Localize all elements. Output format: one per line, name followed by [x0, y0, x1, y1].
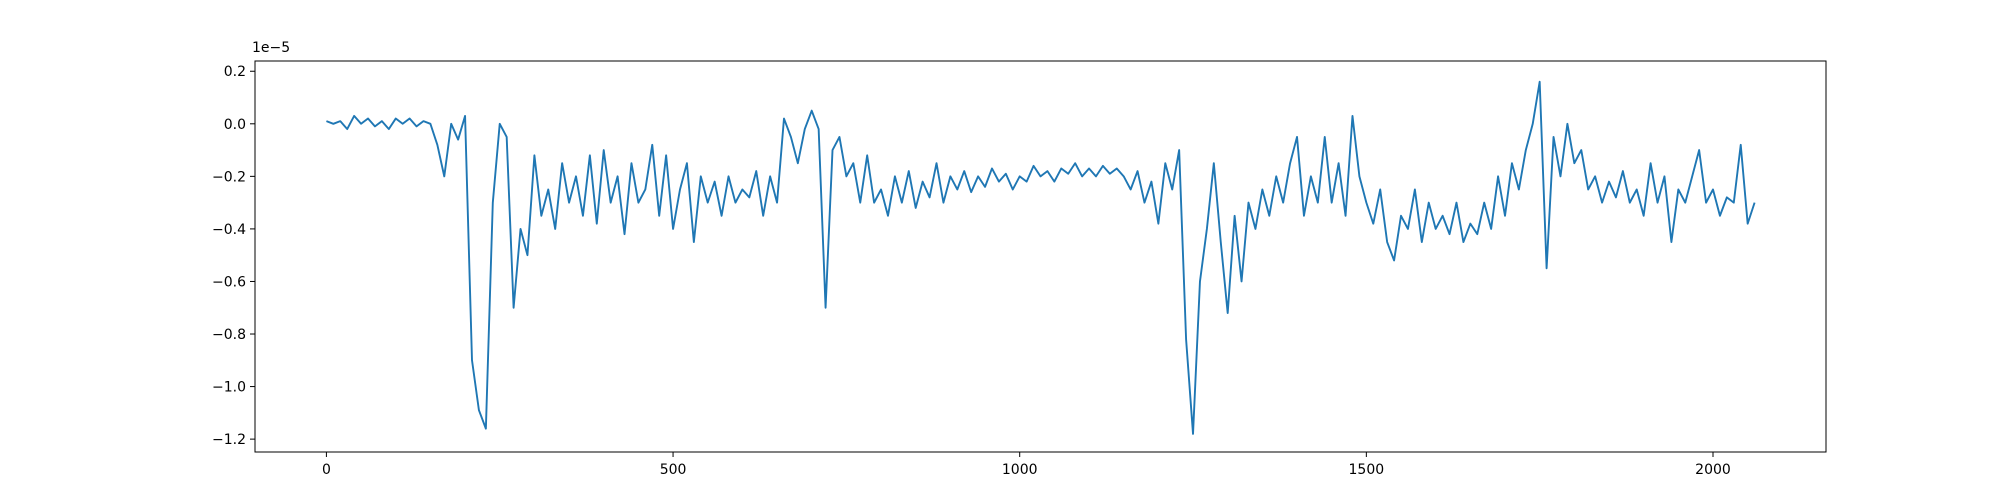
- y-tick-label: −0.2: [212, 169, 246, 185]
- y-tick-label: −0.8: [212, 327, 246, 343]
- x-tick-label: 0: [322, 462, 331, 478]
- y-tick-label: −1.0: [212, 380, 246, 396]
- plot-frame: [254, 60, 1827, 453]
- data-line: [326, 80, 1756, 435]
- x-tick-label: 1000: [1002, 462, 1038, 478]
- y-tick-label: 0.2: [224, 64, 246, 80]
- x-tick-label: 500: [660, 462, 687, 478]
- y-tick-label: −0.6: [212, 274, 246, 290]
- y-tick-label: −0.4: [212, 222, 246, 238]
- x-tick-label: 1500: [1349, 462, 1385, 478]
- y-offset-label: 1e−5: [252, 40, 290, 56]
- x-tick-label: 2000: [1695, 462, 1731, 478]
- y-tick-label: 0.0: [224, 117, 246, 133]
- y-tick-label: −1.2: [212, 432, 246, 448]
